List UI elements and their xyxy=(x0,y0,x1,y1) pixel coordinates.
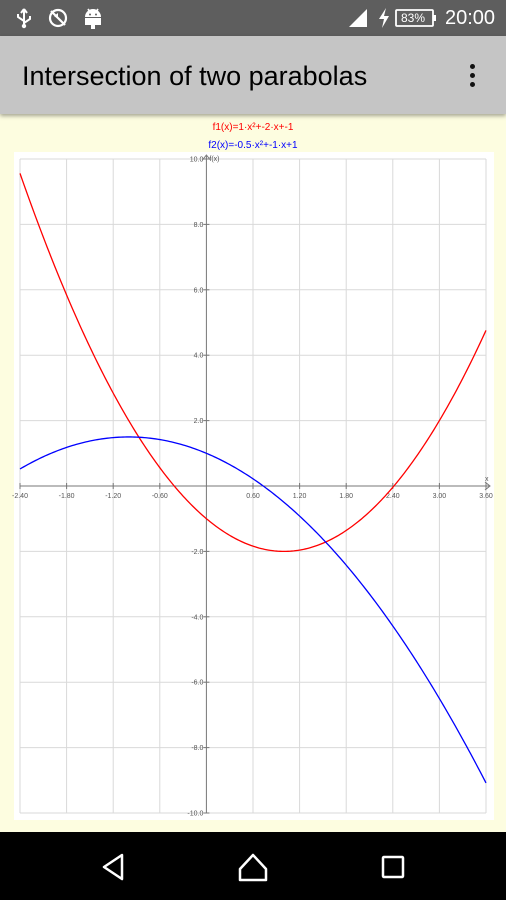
usb-icon xyxy=(14,0,34,36)
series-2-line xyxy=(19,436,487,784)
navigation-bar xyxy=(0,832,506,900)
y-tick-label: -4.0 xyxy=(191,614,203,621)
app-bar: Intersection of two parabolas xyxy=(0,36,506,114)
parabola-chart[interactable]: -2.40 -1.80 -1.20 -0.60 0.60 1.20 1.80 2.40 3.00… xyxy=(0,114,506,832)
x-tick-label: 2.40 xyxy=(386,493,400,500)
legend-entry-1: f1(x)=1·x²+-2·x+-1 xyxy=(213,122,294,133)
x-tick-label: 0.60 xyxy=(246,493,260,500)
series-1-line xyxy=(19,173,487,553)
battery-percent: 83% xyxy=(401,11,426,25)
y-axis-arrow xyxy=(202,154,211,161)
y-tick-label: -2.0 xyxy=(191,549,203,556)
x-tick-label: -1.20 xyxy=(105,493,121,500)
y-axis-label: f(x) xyxy=(209,156,219,163)
signal-icon xyxy=(347,0,369,36)
y-tick-label: 2.0 xyxy=(194,418,204,425)
android-debug-icon xyxy=(82,0,104,36)
clock: 20:00 xyxy=(445,6,496,29)
y-tick-label: -10.0 xyxy=(187,811,203,818)
y-tick-label: -8.0 xyxy=(191,745,203,752)
no-sync-icon xyxy=(46,0,70,36)
x-tick-label: -0.60 xyxy=(152,493,168,500)
status-bar: 83% 20:00 xyxy=(0,0,506,36)
recents-icon[interactable] xyxy=(375,849,411,885)
y-tick-label: -6.0 xyxy=(191,680,203,687)
content-area: -2.40 -1.80 -1.20 -0.60 0.60 1.20 1.80 2.40 3.00… xyxy=(0,114,506,832)
x-tick-label: 1.80 xyxy=(339,493,353,500)
y-tick-label: 8.0 xyxy=(194,222,204,229)
y-tick-label: 10.0 xyxy=(190,157,204,164)
x-tick-label: 3.60 xyxy=(479,493,493,500)
x-tick-label: 1.20 xyxy=(293,493,307,500)
x-axis-label: x xyxy=(485,476,489,483)
x-tick-label: -2.40 xyxy=(12,493,28,500)
x-tick-label: -1.80 xyxy=(59,493,75,500)
more-vert-icon[interactable] xyxy=(456,58,488,92)
back-icon[interactable] xyxy=(96,849,132,885)
y-tick-label: 6.0 xyxy=(194,287,204,294)
battery-icon xyxy=(395,0,437,36)
y-tick-label: 4.0 xyxy=(194,353,204,360)
home-icon[interactable] xyxy=(235,849,271,885)
legend-entry-2: f2(x)=-0.5·x²+-1·x+1 xyxy=(208,140,298,151)
x-tick-label: 3.00 xyxy=(433,493,447,500)
x-axis-arrow xyxy=(484,481,491,491)
charging-icon xyxy=(376,0,392,36)
page-title: Intersection of two parabolas xyxy=(22,61,368,91)
